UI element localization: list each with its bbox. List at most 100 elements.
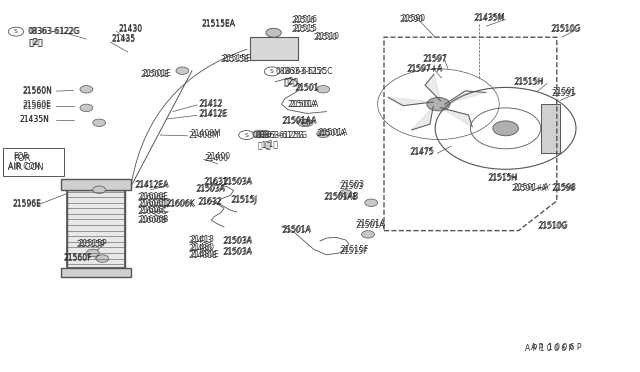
Polygon shape (445, 91, 486, 104)
Text: 21510: 21510 (316, 32, 339, 41)
Text: 21606D: 21606D (140, 199, 170, 208)
Text: 21515: 21515 (293, 24, 317, 33)
Text: 21435: 21435 (112, 35, 136, 44)
Text: 21515H: 21515H (489, 173, 518, 182)
Text: 21515F: 21515F (339, 247, 367, 256)
Circle shape (317, 86, 330, 93)
Text: 21435N: 21435N (19, 115, 49, 124)
Text: 21591: 21591 (553, 87, 577, 96)
Circle shape (86, 249, 99, 257)
Text: 21503A: 21503A (223, 237, 252, 246)
Text: 21606K: 21606K (165, 200, 195, 209)
Bar (61, 179, 131, 190)
Text: 21503A: 21503A (223, 178, 252, 187)
Text: 21590: 21590 (401, 14, 426, 23)
Text: S: S (270, 69, 274, 74)
Text: 21510G: 21510G (539, 221, 569, 230)
Text: 21515J: 21515J (230, 196, 257, 205)
Text: 21606E: 21606E (140, 192, 168, 201)
Circle shape (339, 190, 352, 197)
Text: 21501E: 21501E (141, 70, 170, 79)
Text: 21430: 21430 (118, 25, 143, 34)
Text: FOR: FOR (13, 154, 30, 163)
Circle shape (80, 86, 93, 93)
Text: 21560N: 21560N (22, 86, 52, 94)
Text: 21516: 21516 (291, 16, 315, 25)
Text: 21412E: 21412E (198, 110, 227, 119)
Text: 21596E: 21596E (13, 199, 42, 208)
Circle shape (427, 97, 450, 111)
Polygon shape (425, 74, 440, 100)
Circle shape (93, 119, 106, 126)
Text: 21501AA: 21501AA (283, 116, 317, 125)
Text: 21560F: 21560F (64, 254, 93, 263)
Text: A P  1 0 0 6 P: A P 1 0 0 6 P (531, 343, 582, 352)
Text: 21501A: 21501A (356, 219, 386, 228)
Polygon shape (412, 106, 433, 130)
Text: 21560E: 21560E (22, 102, 51, 110)
Circle shape (362, 231, 374, 238)
Text: 21515EA: 21515EA (202, 19, 236, 28)
Bar (541, 104, 560, 153)
Text: 21503A: 21503A (223, 248, 252, 257)
Circle shape (365, 199, 378, 206)
Text: 21412EA: 21412EA (136, 180, 170, 189)
Text: 21412EA: 21412EA (134, 181, 168, 190)
Text: 21435M: 21435M (475, 13, 506, 22)
Text: 21606E: 21606E (138, 193, 166, 202)
Text: 21515H: 21515H (488, 174, 517, 183)
Circle shape (317, 130, 330, 138)
Bar (67, 190, 125, 268)
Text: 21480: 21480 (189, 244, 212, 253)
Text: 08363-6122G: 08363-6122G (28, 27, 79, 36)
Text: 21413: 21413 (190, 235, 214, 244)
Text: 21598: 21598 (552, 185, 576, 193)
Text: 21598: 21598 (553, 183, 577, 192)
Text: 21503A: 21503A (195, 185, 225, 194)
Text: 21503: 21503 (339, 182, 364, 190)
Text: 21510G: 21510G (552, 24, 582, 33)
Text: 〨2〩: 〨2〩 (30, 37, 44, 46)
Text: 21501A: 21501A (288, 100, 317, 109)
Text: 21515H: 21515H (513, 78, 543, 87)
Text: 21515F: 21515F (340, 246, 369, 254)
Polygon shape (388, 97, 433, 106)
Text: 21591: 21591 (552, 89, 576, 97)
Text: 〨2〩: 〨2〩 (29, 37, 43, 46)
Bar (3, 148, 64, 176)
Text: 21510G: 21510G (550, 25, 580, 34)
Text: AIR CON: AIR CON (8, 162, 40, 171)
Text: 21501A: 21501A (289, 100, 319, 109)
Text: 08363-6125G: 08363-6125G (253, 131, 305, 140)
Text: 08363-6125G: 08363-6125G (256, 131, 308, 140)
Circle shape (80, 104, 93, 112)
Text: 21501AB: 21501AB (324, 192, 359, 201)
Text: 21515E: 21515E (223, 54, 252, 63)
Text: 21503A: 21503A (224, 236, 253, 245)
Text: A P 1 0 0 6 P: A P 1 0 0 6 P (525, 344, 573, 353)
Text: AIR CON: AIR CON (8, 163, 44, 172)
Text: 21597+A: 21597+A (408, 64, 444, 73)
Text: 21503: 21503 (340, 180, 365, 189)
Text: 08363-6125C: 08363-6125C (275, 67, 326, 76)
Text: 21435: 21435 (112, 34, 136, 43)
Text: 08363-6125C: 08363-6125C (282, 67, 333, 76)
Text: 21596E: 21596E (13, 200, 42, 209)
Text: 21515EA: 21515EA (202, 20, 236, 29)
Text: 21501AA: 21501AA (282, 117, 316, 126)
Text: 21501AB: 21501AB (323, 193, 358, 202)
Text: 21475: 21475 (410, 148, 434, 157)
Text: 21510G: 21510G (538, 222, 568, 231)
Text: S: S (14, 29, 18, 34)
Text: 21480: 21480 (190, 243, 214, 252)
Text: 21606C: 21606C (140, 206, 169, 215)
Text: 21631: 21631 (205, 177, 229, 186)
Circle shape (298, 119, 310, 126)
Text: 〨2〩: 〨2〩 (285, 77, 299, 86)
Text: 21515H: 21515H (515, 77, 544, 86)
Text: 21480E: 21480E (189, 251, 218, 260)
Circle shape (96, 255, 109, 262)
Circle shape (266, 28, 282, 37)
Text: 21591+A: 21591+A (513, 183, 549, 192)
Text: 21515P: 21515P (77, 240, 106, 249)
